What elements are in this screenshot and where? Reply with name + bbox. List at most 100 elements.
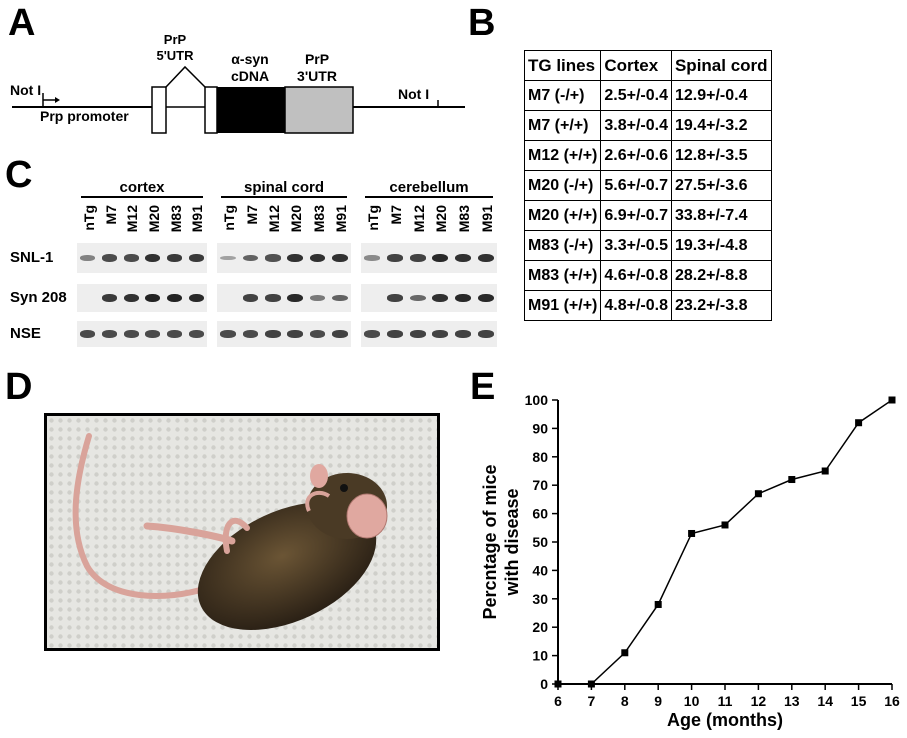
blot-strip <box>77 284 207 312</box>
blot-band <box>145 330 161 338</box>
panel-label-c: C <box>5 154 33 196</box>
mouse-illustration <box>47 416 437 648</box>
blot-band <box>309 330 326 338</box>
x-tick-label: 11 <box>718 693 733 709</box>
x-tick-label: 12 <box>751 693 767 709</box>
mouse-ear <box>346 493 388 539</box>
x-tick-label: 6 <box>554 693 562 709</box>
table-cell: 3.8+/-0.4 <box>600 110 672 141</box>
panel-label-b: B <box>468 2 496 44</box>
table-cell: 3.3+/-0.5 <box>600 230 672 261</box>
y-tick-label: 60 <box>532 506 548 522</box>
blot-band <box>242 294 259 302</box>
table-cell: M83 (+/+) <box>523 260 602 291</box>
blot-band <box>265 294 281 302</box>
table-cell: 19.4+/-3.2 <box>670 110 772 141</box>
blot-band <box>166 254 183 262</box>
utr5-label-line1: PrP <box>163 32 187 47</box>
mouse-photo <box>44 413 440 651</box>
blot-group-label: cortex <box>119 179 165 196</box>
table-row: M20 (-/+) 5.6+/-0.7 27.5+/-3.6 <box>523 170 772 201</box>
blot-band <box>188 330 204 338</box>
splice-connector <box>165 65 206 88</box>
table-cell: M7 (-/+) <box>523 80 602 111</box>
data-point <box>888 396 896 404</box>
blot-band <box>242 330 259 338</box>
panel-label-a: A <box>8 2 36 44</box>
data-point <box>554 680 562 688</box>
blot-band <box>287 293 303 303</box>
blot-group-underline <box>365 196 493 198</box>
table-cell: 33.8+/-7.4 <box>670 200 772 231</box>
y-axis-label-line1: Percntage of mice <box>480 464 500 619</box>
blot-band <box>455 330 471 338</box>
promoter-label: Prp promoter <box>40 108 129 124</box>
blot-band <box>309 295 326 301</box>
blot-strip <box>77 321 207 347</box>
blot-band <box>409 294 426 302</box>
x-tick-label: 15 <box>851 693 867 709</box>
blot-band <box>477 253 494 263</box>
table-cell: 12.8+/-3.5 <box>670 140 772 171</box>
mouse-fore-paw <box>305 490 331 512</box>
y-tick-label: 20 <box>532 619 548 635</box>
blot-band <box>265 330 281 338</box>
table-cell: 5.6+/-0.7 <box>600 170 672 201</box>
blot-band <box>123 254 139 262</box>
data-point <box>688 529 696 537</box>
blot-group-underline <box>81 196 203 198</box>
blot-band <box>387 254 403 262</box>
table-cell: 27.5+/-3.6 <box>670 170 772 201</box>
mouse-tail <box>72 433 210 599</box>
x-tick-label: 13 <box>784 693 800 709</box>
table-cell: 4.6+/-0.8 <box>600 260 672 291</box>
table-cell: 12.9+/-0.4 <box>670 80 772 111</box>
table-header-cell: Spinal cord <box>670 50 772 81</box>
y-tick-label: 90 <box>532 420 548 436</box>
mouse-ear-back <box>310 464 328 488</box>
blot-band <box>332 330 348 338</box>
table-cell: 19.3+/-4.8 <box>670 230 772 261</box>
blot-band <box>432 253 449 263</box>
x-axis-label: Age (months) <box>667 710 783 730</box>
data-point <box>587 680 595 688</box>
utr3-label-line2: 3'UTR <box>297 68 337 84</box>
panel-label-e: E <box>470 366 496 408</box>
blot-band <box>242 254 259 262</box>
blot-band <box>387 330 403 338</box>
utr3-box <box>284 86 354 134</box>
exon1-box <box>151 86 167 134</box>
mouse-hind-foot <box>222 517 250 554</box>
blot-band <box>477 293 494 303</box>
table-body: M7 (-/+) 2.5+/-0.4 12.9+/-0.4 M7 (+/+) 3.8+/… <box>523 80 772 321</box>
x-tick-label: 9 <box>654 693 662 709</box>
blot-band <box>455 293 471 303</box>
data-point <box>721 521 729 529</box>
blot-strip <box>361 243 497 273</box>
cdna-label-line1: α-syn <box>231 51 269 67</box>
y-tick-label: 100 <box>525 392 549 408</box>
table-row: M91 (+/+) 4.8+/-0.8 23.2+/-3.8 <box>523 290 772 321</box>
utr3-label: PrP 3'UTR <box>285 51 349 85</box>
blot-band <box>287 253 303 263</box>
blot-strip <box>77 243 207 273</box>
table-cell: M91 (+/+) <box>523 290 602 321</box>
table-cell: M20 (+/+) <box>523 200 602 231</box>
blot-band <box>332 294 348 302</box>
blot-band <box>101 254 118 262</box>
y-tick-label: 70 <box>532 477 548 493</box>
construct-diagram <box>12 65 465 134</box>
y-tick-label: 10 <box>532 648 548 664</box>
table-cell: 4.8+/-0.8 <box>600 290 672 321</box>
blot-band <box>220 330 236 338</box>
panel-label-d: D <box>5 366 33 408</box>
utr5-label: PrP 5'UTR <box>145 32 205 64</box>
blot-band <box>101 294 118 302</box>
blot-band <box>432 330 449 338</box>
table-cell: 28.2+/-8.8 <box>670 260 772 291</box>
blot-row-label: NSE <box>10 325 41 342</box>
disease-incidence-chart: 0 10 20 30 40 50 60 70 80 90 100 6 7 8 9 10 11 12 13 14 15 16… <box>480 392 900 730</box>
table-cell: M7 (+/+) <box>523 110 602 141</box>
table-row: M83 (+/+) 4.6+/-0.8 28.2+/-8.8 <box>523 260 772 291</box>
table-cell: M12 (+/+) <box>523 140 602 171</box>
